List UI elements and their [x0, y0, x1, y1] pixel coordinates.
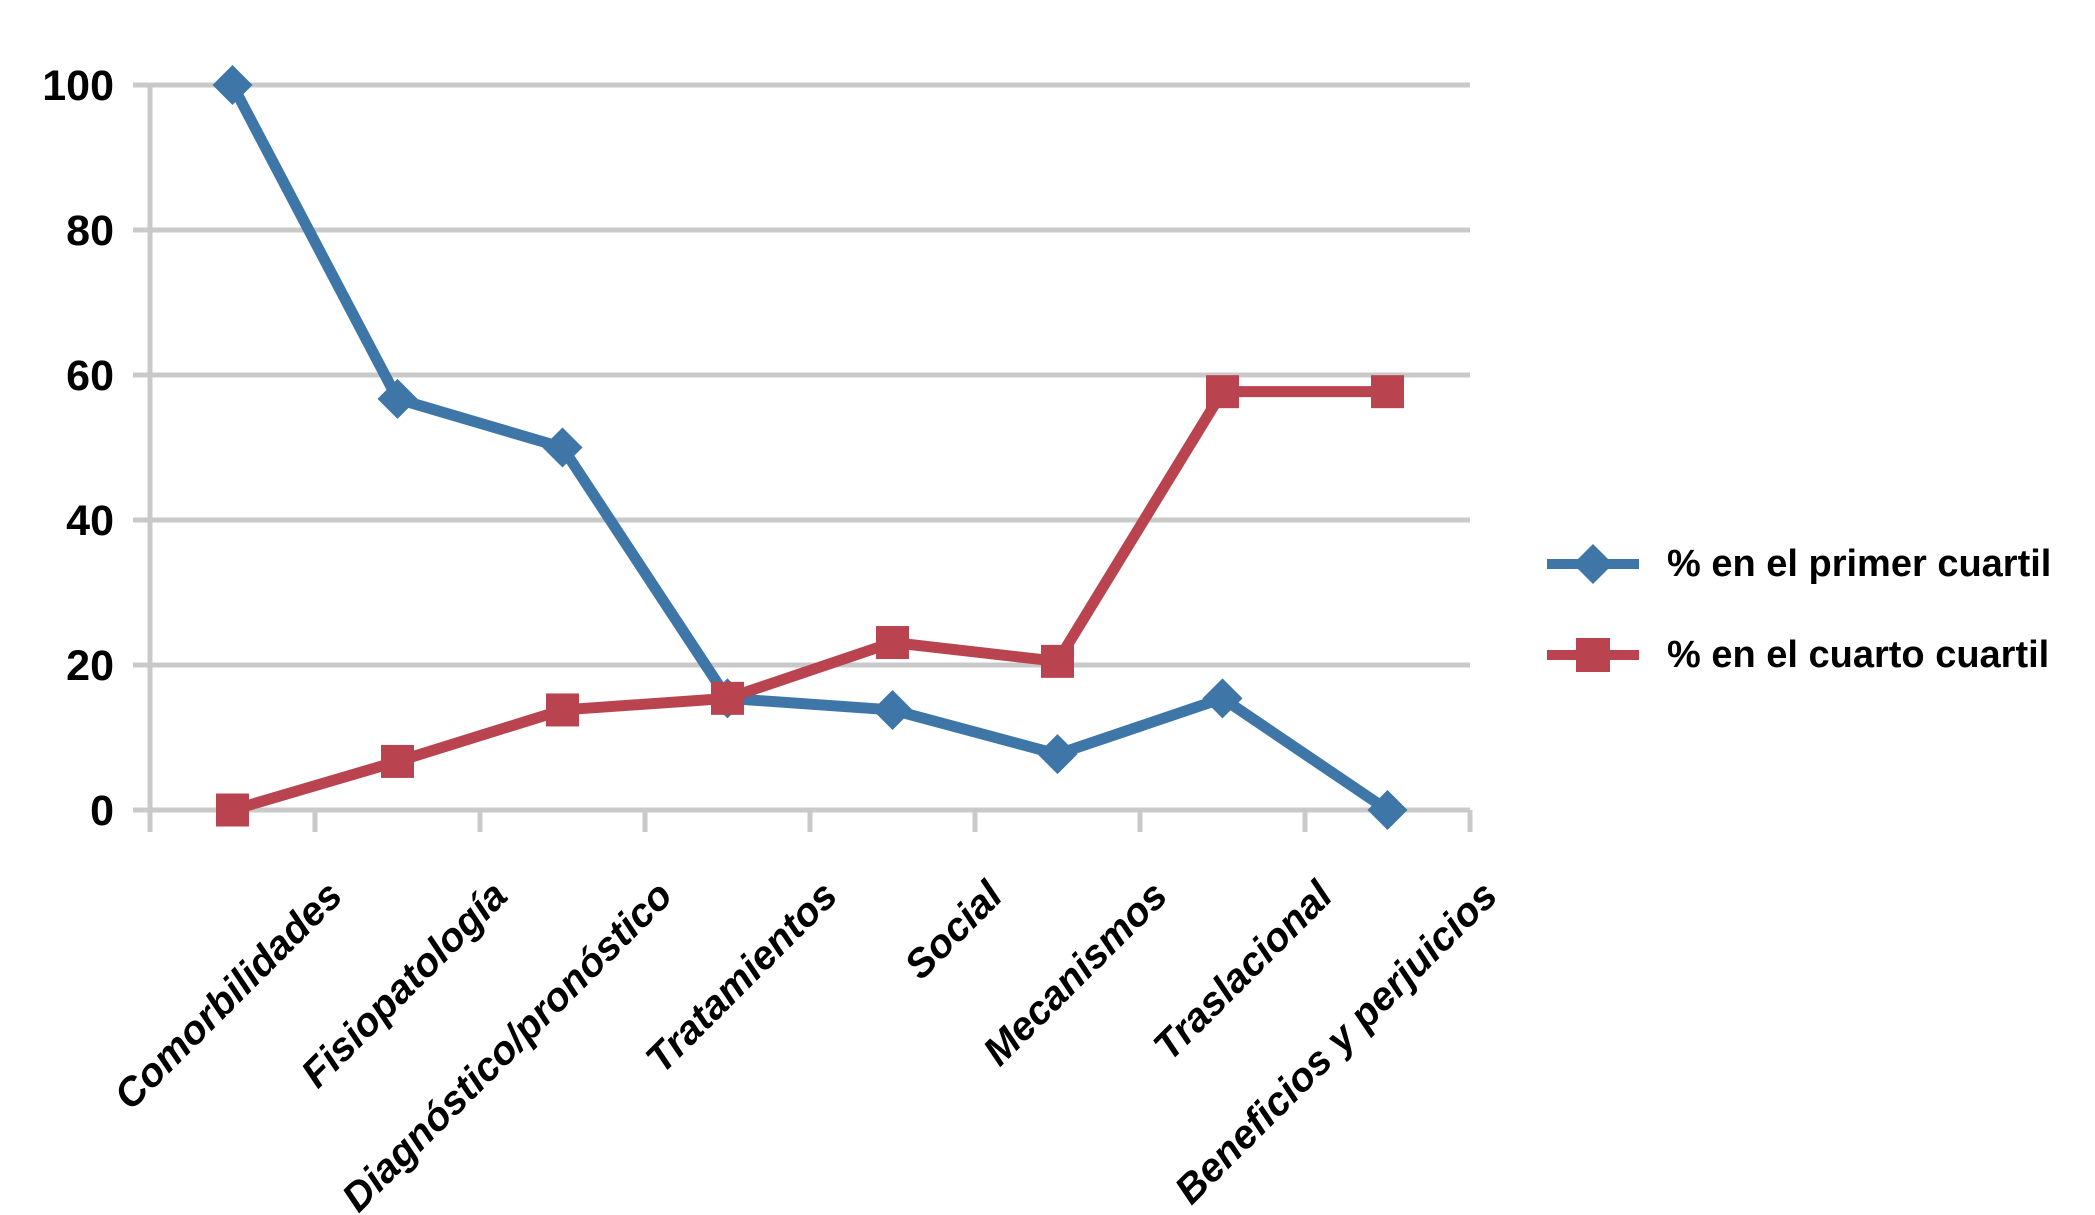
marker-square-1-0	[216, 793, 249, 827]
legend-diamond-marker-icon	[1547, 544, 1639, 584]
x-axis-label-2: Diagnóstico/pronóstico	[334, 873, 681, 1215]
marker-square-1-1	[381, 744, 414, 778]
marker-diamond-0-7	[1367, 790, 1408, 830]
series-line-1	[230, 386, 1388, 816]
y-axis-label-40: 40	[66, 497, 114, 545]
legend-label-cuarto-cuartil: % en el cuarto cuartil	[1667, 634, 2050, 676]
marker-square-1-7	[1371, 375, 1404, 409]
x-axis-label-4: Social	[896, 873, 1011, 988]
y-axis-label-100: 100	[42, 62, 114, 110]
legend: % en el primer cuartil % en el cuarto cu…	[1545, 533, 2051, 715]
marker-diamond-0-6	[1202, 678, 1243, 719]
x-axis-label-7: Beneficios y perjuicios	[1167, 873, 1506, 1212]
legend-label-primer-cuartil: % en el primer cuartil	[1667, 543, 2052, 585]
marker-square-1-2	[546, 693, 579, 727]
y-axis-label-20: 20	[66, 642, 114, 690]
marker-diamond-0-0	[212, 65, 253, 105]
y-axis-label-60: 60	[66, 352, 114, 400]
legend-square-marker-icon	[1547, 638, 1639, 672]
y-axis-label-0: 0	[90, 787, 114, 835]
y-axis-label-80: 80	[66, 207, 114, 255]
marker-diamond-0-1	[377, 378, 418, 419]
marker-diamond-0-4	[872, 689, 913, 730]
marker-square-1-6	[1206, 375, 1239, 409]
marker-square-1-5	[1041, 644, 1074, 678]
marker-diamond-0-2	[542, 427, 583, 468]
marker-diamond-0-5	[1037, 734, 1078, 775]
series-line-0	[227, 82, 1391, 815]
legend-item-primer-cuartil: % en el primer cuartil	[1545, 533, 2051, 595]
marker-square-1-3	[711, 681, 744, 715]
legend-item-cuarto-cuartil: % en el cuarto cuartil	[1545, 624, 2051, 686]
marker-square-1-4	[876, 626, 909, 660]
